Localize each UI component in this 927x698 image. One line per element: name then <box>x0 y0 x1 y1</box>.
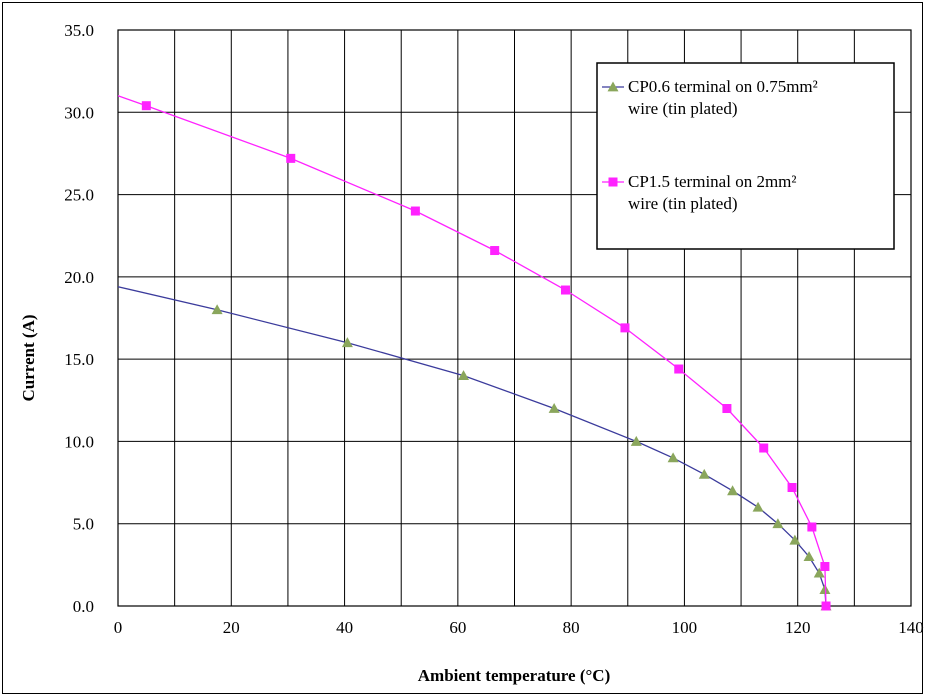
legend-label: wire (tin plated) <box>628 99 738 118</box>
data-point-square <box>759 443 769 453</box>
data-point-square <box>608 177 618 187</box>
series-line <box>117 286 827 607</box>
x-tick-label: 100 <box>672 618 698 637</box>
x-tick-label: 0 <box>114 618 123 637</box>
x-tick-label: 120 <box>785 618 811 637</box>
data-point-triangle <box>727 485 739 496</box>
y-tick-label: 20.0 <box>64 268 94 287</box>
data-point-square <box>490 246 500 256</box>
series-2 <box>117 95 831 611</box>
legend-items: CP0.6 terminal on 0.75mm² wire (tin plate… <box>602 77 818 213</box>
y-tick-label: 0.0 <box>73 597 94 616</box>
y-tick-label: 10.0 <box>64 432 94 451</box>
x-tick-label: 60 <box>449 618 466 637</box>
data-point-triangle <box>789 534 801 545</box>
data-point-square <box>674 364 684 374</box>
series-group <box>117 95 832 611</box>
data-point-square <box>141 101 151 111</box>
data-point-triangle <box>211 304 223 315</box>
x-tick-label: 140 <box>898 618 924 637</box>
data-point-square <box>286 153 296 163</box>
x-axis-label: Ambient temperature (°C) <box>418 666 611 685</box>
data-point-triangle <box>667 452 679 463</box>
series-1 <box>117 286 832 611</box>
legend-item-1: CP0.6 terminal on 0.75mm² wire (tin plate… <box>602 77 818 118</box>
data-point-triangle <box>341 337 353 348</box>
legend-label: CP1.5 terminal on 2mm² <box>628 172 796 191</box>
y-tick-label: 5.0 <box>73 515 94 534</box>
y-tick-label: 30.0 <box>64 103 94 122</box>
x-tick-label: 40 <box>336 618 353 637</box>
legend: CP0.6 terminal on 0.75mm² wire (tin plate… <box>596 62 895 250</box>
data-point-square <box>722 404 732 414</box>
tick-labels: 0 20 40 60 80 100 120 140 0.0 5.0 10.0 15.0 20.0 25.0… <box>64 21 924 637</box>
y-axis-label: Current (A) <box>19 314 38 401</box>
data-point-triangle <box>698 468 710 479</box>
data-point-triangle <box>813 567 825 578</box>
data-point-square <box>787 483 797 493</box>
legend-label: wire (tin plated) <box>628 194 738 213</box>
x-tick-label: 20 <box>223 618 240 637</box>
data-point-square <box>821 601 831 611</box>
data-point-triangle <box>803 551 815 562</box>
series-line <box>117 95 827 607</box>
plot-area-border <box>117 29 912 607</box>
legend-box <box>596 62 895 250</box>
data-point-triangle <box>607 81 619 92</box>
y-tick-label: 35.0 <box>64 21 94 40</box>
y-tick-label: 15.0 <box>64 350 94 369</box>
data-point-square <box>820 562 830 572</box>
data-point-triangle <box>458 370 470 380</box>
data-point-triangle <box>772 518 784 529</box>
data-point-triangle <box>548 403 560 413</box>
data-point-triangle <box>752 501 764 512</box>
y-tick-label: 25.0 <box>64 186 94 205</box>
data-point-square <box>807 522 817 532</box>
x-tick-label: 80 <box>563 618 580 637</box>
data-point-square <box>410 206 420 216</box>
data-point-triangle <box>630 435 642 446</box>
data-point-square <box>560 285 570 295</box>
legend-label: CP0.6 terminal on 0.75mm² <box>628 77 818 96</box>
legend-item-2: CP1.5 terminal on 2mm² wire (tin plated) <box>602 172 796 213</box>
data-point-square <box>620 323 630 333</box>
